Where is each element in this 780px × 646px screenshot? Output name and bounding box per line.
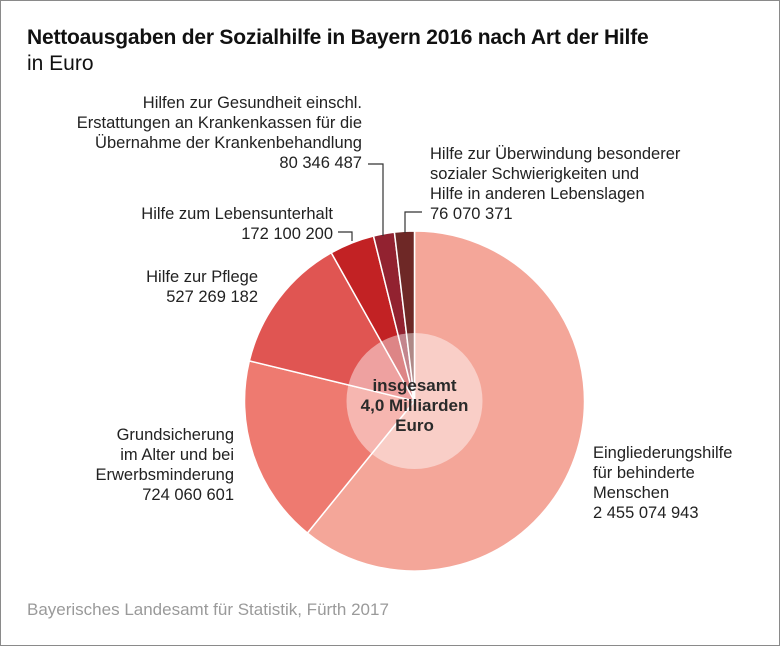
source-note: Bayerisches Landesamt für Statistik, Für… [27,600,389,619]
leader-line-lebensunterhalt [338,231,353,241]
leader-line-gesundheit [368,163,384,236]
center-disc [346,333,483,469]
leader-line-ueberwindung [404,211,422,233]
slice-category-label: sozialer Schwierigkeiten und [430,165,639,183]
center-label-line: insgesamt [372,376,456,395]
slice-category-label: Eingliederungshilfe [593,444,732,462]
pie-slice-2 [243,360,416,534]
slice-category-label: Hilfe zur Pflege [146,268,258,286]
slice-value-label: 80 346 487 [279,154,362,172]
slice-category-label: für behinderte [593,464,695,482]
pie-slice-3 [248,252,416,402]
pie-slice-1 [306,230,586,572]
slice-category-label: Hilfe zum Lebensunterhalt [141,205,333,223]
chart-title: Nettoausgaben der Sozialhilfe in Bayern … [27,26,649,49]
slice-category-label: Erwerbsminderung [96,466,234,484]
slice-category-label: Hilfe in anderen Lebenslagen [430,185,645,203]
slice-category-label: Übernahme der Krankenbehandlung [95,134,362,152]
slice-category-label: im Alter und bei [120,446,234,464]
slice-category-label: Menschen [593,484,669,502]
center-label-line: Euro [395,416,434,435]
slice-value-label: 527 269 182 [166,288,258,306]
slice-category-label: Grundsicherung [117,426,234,444]
slice-value-label: 76 070 371 [430,205,513,223]
center-label-line: 4,0 Milliarden [361,396,469,415]
slice-category-label: Hilfe zur Überwindung besonderer [430,145,681,163]
chart-subtitle: in Euro [27,52,94,75]
slice-category-label: Hilfen zur Gesundheit einschl. [143,94,362,112]
slice-value-label: 724 060 601 [142,486,234,504]
slice-value-label: 2 455 074 943 [593,504,699,522]
slice-category-label: Erstattungen an Krankenkassen für die [77,114,362,132]
slice-value-label: 172 100 200 [241,225,333,243]
